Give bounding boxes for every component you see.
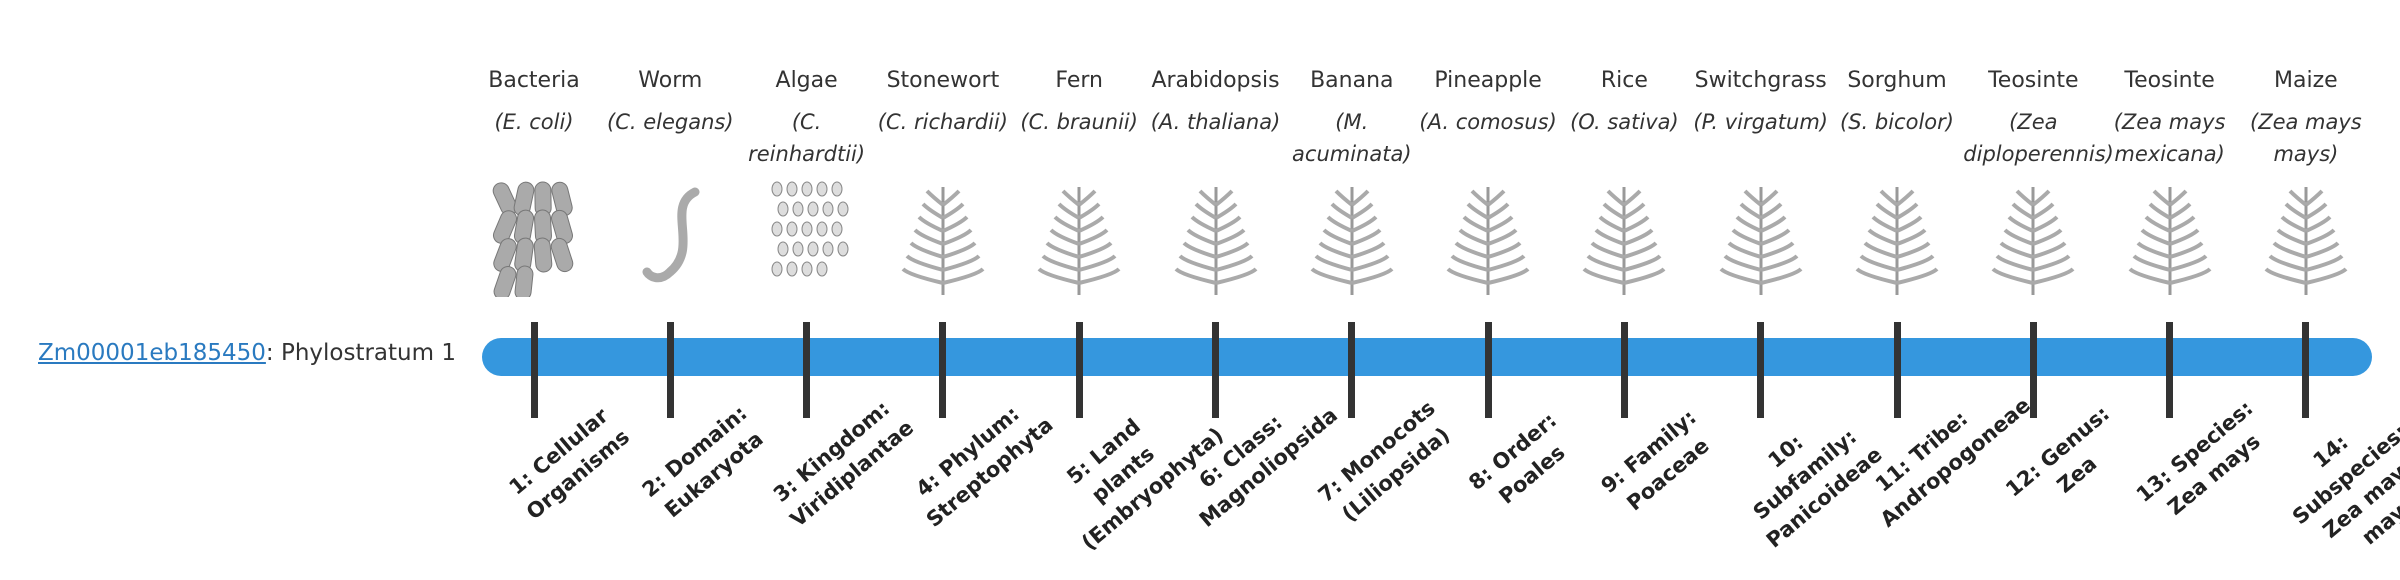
tick (2029, 322, 2037, 418)
taxon-species: (C. richardii) (877, 110, 1008, 134)
phylostratum-label: : Phylostratum 1 (265, 340, 456, 366)
tick (530, 322, 538, 418)
taxon-image (1310, 187, 1394, 295)
taxon-name: Switchgrass (1694, 68, 1827, 93)
taxon-image (2264, 187, 2348, 295)
tick (1484, 322, 1492, 418)
tick (939, 322, 947, 418)
taxon-name: Pineapple (1434, 68, 1542, 93)
stratum-label: 13: Species: Zea mays (2131, 395, 2265, 520)
tick (1212, 322, 1219, 418)
taxon-name: Banana (1310, 68, 1394, 93)
gene-link[interactable]: Zm00001eb185450 (38, 340, 266, 366)
taxon-species: (M. acuminata) (1292, 110, 1412, 166)
taxon-species: (A. comosus) (1419, 110, 1557, 134)
tick (2302, 322, 2310, 418)
tick (1757, 322, 1765, 418)
stratum-label: 8: Order: Poales (1464, 408, 1570, 509)
taxon-species: (C. elegans) (607, 110, 734, 134)
timeline-bar (482, 338, 2372, 376)
stratum-label: 4: Phylum: Streptophyta (911, 401, 1058, 532)
taxon-name: Rice (1600, 68, 1648, 93)
taxon-image (2128, 187, 2212, 295)
taxon-name: Fern (1055, 68, 1103, 93)
taxon-species: (Zea mays mexicana) (2113, 110, 2226, 166)
taxon-species: (P. virgatum) (1693, 110, 1828, 134)
tick (803, 322, 811, 418)
taxon-species: (O. sativa) (1570, 110, 1679, 134)
taxon-image (1719, 187, 1803, 295)
taxon-species: (Zea mays mays) (2250, 110, 2362, 166)
tick (666, 322, 674, 418)
stratum-label: 5: Land plants (Embryophyta) (1062, 414, 1229, 555)
taxon-image (1991, 187, 2075, 295)
taxon-image (901, 187, 985, 295)
stratum-label: 14: Subspecies: Zea mays mays (2287, 419, 2400, 550)
taxon-species: (E. coli) (494, 110, 574, 134)
tick (1893, 322, 1901, 418)
taxon-name: Algae (775, 68, 838, 93)
taxon-species: (C. braunii) (1020, 110, 1138, 134)
taxon-image (492, 181, 574, 297)
taxon-image (1855, 187, 1939, 295)
taxon-image (1582, 187, 1666, 295)
taxon-name: Arabidopsis (1151, 68, 1280, 93)
taxon-image (1037, 187, 1121, 295)
stratum-label: 10: Subfamily: Panicoideae (1748, 424, 1887, 553)
taxon-image (771, 181, 849, 277)
taxon-name: Maize (2274, 68, 2338, 93)
tick (2166, 322, 2174, 418)
taxon-species: (Zea diploperennis) (1963, 110, 2114, 166)
taxon-name: Stonewort (886, 68, 1000, 93)
taxon-image (1174, 187, 1257, 295)
stratum-label: 2: Domain: Eukaryota (637, 400, 768, 523)
taxon-species: (C. reinhardtii) (748, 110, 866, 166)
stratum-label: 1: Cellular Organisms (504, 403, 635, 525)
taxon-image (1446, 187, 1530, 295)
taxon-species: (A. thaliana) (1150, 110, 1281, 134)
gene-label: Zm00001eb185450: Phylostratum 1 (38, 340, 456, 366)
tick (1620, 322, 1628, 418)
taxon-species: (S. bicolor) (1840, 110, 1954, 134)
taxon-name: Teosinte (1988, 68, 2079, 93)
stratum-label: 3: Kingdom: Viridiplantae (768, 396, 918, 532)
tick (1348, 322, 1356, 418)
taxon-name: Sorghum (1847, 68, 1947, 93)
tick (1075, 322, 1083, 418)
stratum-label: 9: Family: Poaceae (1596, 405, 1714, 516)
taxon-name: Bacteria (488, 68, 580, 93)
taxon-image (642, 187, 700, 283)
taxon-name: Worm (638, 68, 703, 93)
taxon-name: Teosinte (2124, 68, 2215, 93)
